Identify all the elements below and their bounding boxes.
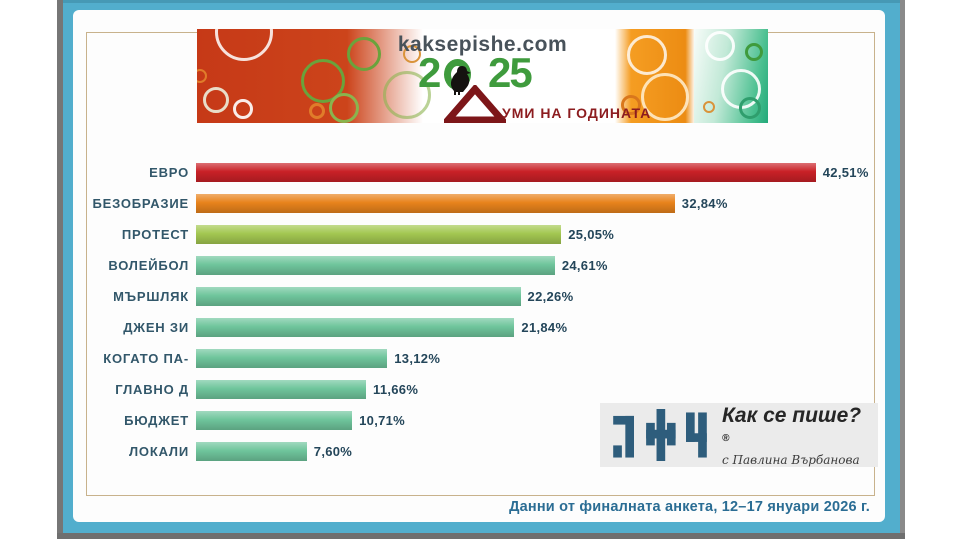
bar xyxy=(196,380,366,399)
bar-category-label: МЪРШЛЯК xyxy=(113,289,189,304)
decorative-circle xyxy=(329,93,359,123)
decorative-circle xyxy=(403,45,421,63)
bar-category-label: ЛОКАЛИ xyxy=(129,444,189,459)
bar xyxy=(196,318,515,337)
decorative-circle xyxy=(197,69,207,83)
bar-value-label: 22,26% xyxy=(527,289,574,304)
bar-row: МЪРШЛЯК 22,26% xyxy=(88,281,868,312)
decorative-circle xyxy=(627,35,667,75)
decorative-circle xyxy=(347,37,381,71)
bar-row: ДЖЕН ЗИ 21,84% xyxy=(88,312,868,343)
bar xyxy=(196,163,816,182)
bar-value-label: 25,05% xyxy=(568,227,615,242)
bar-row: ЛОКАЛИ 7,60% xyxy=(88,436,868,467)
delta-triangle-icon xyxy=(444,85,506,123)
bar-category-label: ГЛАВНО Д xyxy=(115,382,189,397)
decorative-circle xyxy=(705,31,735,61)
bar-row: КОГАТО ПА- 13,12% xyxy=(88,343,868,374)
bar-category-label: БЕЗОБРАЗИЕ xyxy=(92,196,189,211)
bar xyxy=(196,225,562,244)
bar xyxy=(196,411,353,430)
decorative-circle xyxy=(641,73,689,121)
bar-category-label: ПРОТЕСТ xyxy=(121,227,189,242)
bird-icon xyxy=(450,66,471,95)
decorative-circle xyxy=(309,103,325,119)
bar-value-label: 21,84% xyxy=(521,320,568,335)
bar xyxy=(196,256,555,275)
bar-value-label: 7,60% xyxy=(313,444,353,459)
header-banner: kaksepishe.com 2 25 УМИ НА ГОДИНАТА xyxy=(197,29,768,123)
bar xyxy=(196,194,675,213)
decorative-circle xyxy=(383,71,431,119)
decorative-circle xyxy=(203,87,229,113)
bar-value-label: 32,84% xyxy=(681,196,728,211)
brand-logo-box: Как се пише?® с Павлина Върбанова xyxy=(600,403,878,467)
frame-shadow-bottom xyxy=(57,533,905,539)
kaksepishe-glyphs-icon xyxy=(613,409,707,461)
bar xyxy=(196,349,388,368)
bar-chart: ЕВРО 42,51% БЕЗОБРАЗИЕ 32,84% ПРОТЕСТ 25,05% В… xyxy=(88,157,868,467)
bar-row: ГЛАВНО Д 11,66% xyxy=(88,374,868,405)
bar-category-label: ДЖЕН ЗИ xyxy=(123,320,189,335)
registered-mark: ® xyxy=(722,432,730,444)
chart-card: kaksepishe.com 2 25 УМИ НА ГОДИНАТА ЕВРО… xyxy=(73,10,885,522)
site-title: kaksepishe.com xyxy=(397,33,568,56)
bar-value-label: 11,66% xyxy=(373,382,419,397)
decorative-circle xyxy=(301,59,345,103)
bar-row: ЕВРО 42,51% xyxy=(88,157,868,188)
brand-name: Как се пише?® xyxy=(722,403,862,444)
frame-shadow-left xyxy=(57,0,63,539)
decorative-circle xyxy=(739,97,761,119)
bar-category-label: ВОЛЕЙБОЛ xyxy=(108,258,189,273)
year-digit-2: 2 xyxy=(418,49,441,96)
banner-tagline: УМИ НА ГОДИНАТА xyxy=(502,105,652,121)
bar xyxy=(196,287,521,306)
bar-row: ПРОТЕСТ 25,05% xyxy=(88,219,868,250)
decorative-circle xyxy=(233,99,253,119)
frame-shadow-right xyxy=(900,0,905,539)
bar-category-label: БЮДЖЕТ xyxy=(124,413,189,428)
bar-row: ВОЛЕЙБОЛ 24,61% xyxy=(88,250,868,281)
bar-value-label: 24,61% xyxy=(561,258,608,273)
bar-value-label: 42,51% xyxy=(822,165,869,180)
bar-value-label: 13,12% xyxy=(394,351,441,366)
bar-category-label: КОГАТО ПА- xyxy=(103,351,189,366)
year-digit-25: 25 xyxy=(488,49,533,96)
bar xyxy=(196,442,307,461)
decorative-circle xyxy=(745,43,763,61)
footer-note: Данни от финалната анкета, 12–17 януари … xyxy=(509,499,870,515)
decorative-circle xyxy=(703,101,715,113)
bar-row: БЕЗОБРАЗИЕ 32,84% xyxy=(88,188,868,219)
bar-category-label: ЕВРО xyxy=(149,165,189,180)
bar-value-label: 10,71% xyxy=(359,413,406,428)
decorative-circle xyxy=(621,95,641,115)
brand-subtitle: с Павлина Върбанова xyxy=(722,452,860,467)
bar-row: БЮДЖЕТ 10,71% xyxy=(88,405,868,436)
